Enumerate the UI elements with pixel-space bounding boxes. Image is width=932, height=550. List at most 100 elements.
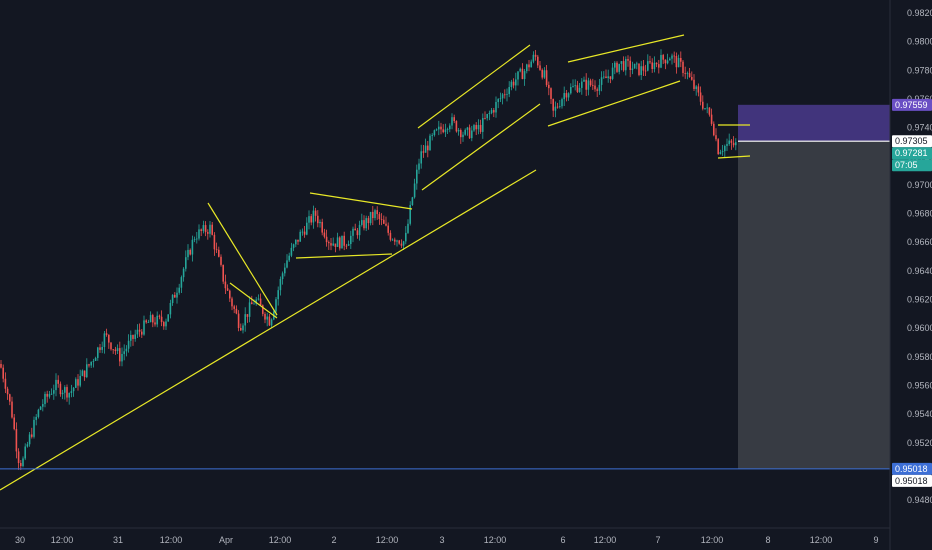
candle-body [482, 118, 484, 132]
candle [697, 83, 700, 97]
candle-body [127, 340, 130, 349]
candle-body [444, 129, 447, 133]
candle [380, 213, 383, 226]
candle [563, 86, 565, 107]
candle [24, 443, 26, 461]
candle-body [499, 98, 502, 100]
candle [303, 226, 306, 238]
candle [363, 215, 365, 231]
candle [15, 422, 18, 459]
candle [57, 375, 59, 388]
candle [185, 250, 187, 272]
candle-body [385, 223, 387, 226]
candle-body [574, 85, 576, 87]
candle-body [706, 107, 708, 109]
candle [631, 61, 634, 75]
candle [471, 125, 473, 142]
target-price-badge-text: 0.95018 [895, 464, 928, 474]
candle [86, 358, 88, 379]
candle-body [451, 117, 453, 126]
candle-body [655, 62, 658, 65]
candle [361, 213, 363, 227]
candle-body [233, 306, 235, 309]
candle [446, 127, 449, 134]
candle [466, 126, 469, 136]
candle-body [220, 256, 222, 265]
candle [387, 222, 389, 236]
candle-body [475, 125, 477, 130]
time-axis[interactable]: 30 12:00 31 12:00 Apr 12:00 2 12:00 3 12:00 6 12:00… [0, 527, 890, 545]
x-tick-label: Apr [219, 535, 233, 545]
x-tick-label: 12:00 [160, 535, 183, 545]
candle [317, 210, 319, 228]
candle-body [726, 144, 728, 146]
countdown-badge-bg [892, 159, 932, 172]
candle-body [88, 364, 90, 366]
candle-body [548, 84, 550, 89]
candle-body [457, 129, 460, 132]
candle [108, 334, 110, 349]
candle-body [121, 353, 123, 362]
candle-body [543, 70, 546, 78]
candle-body [473, 125, 475, 131]
candle [290, 242, 293, 258]
candle [510, 79, 513, 91]
candle [220, 254, 222, 267]
candle-body [26, 444, 29, 447]
candle-body [110, 342, 112, 350]
candle [424, 138, 427, 153]
candle-body [9, 394, 11, 402]
candle [534, 49, 537, 61]
candle-body [466, 127, 469, 130]
candle [187, 244, 189, 261]
candle-body [532, 54, 535, 62]
candle [83, 370, 86, 381]
candle [490, 107, 493, 115]
candle [55, 373, 57, 397]
candle [44, 391, 46, 408]
candle [405, 226, 407, 245]
candle [297, 239, 299, 245]
candle-body [79, 375, 81, 386]
candle [229, 289, 231, 302]
candle-body [528, 64, 530, 68]
candle [611, 63, 614, 81]
candle-body [433, 130, 436, 136]
candle-body [207, 232, 209, 234]
candle [262, 304, 264, 317]
candle [614, 61, 616, 75]
candle [132, 334, 134, 346]
candle [255, 296, 257, 306]
candle-body [596, 89, 598, 91]
candle [204, 221, 207, 237]
candle-body [156, 315, 158, 325]
candle-body [281, 273, 284, 280]
candle [110, 342, 112, 351]
candle-body [198, 229, 200, 239]
candle-body [134, 334, 136, 339]
candle [548, 81, 550, 96]
take-profit-zone [738, 141, 890, 469]
candle-body [112, 349, 114, 351]
candle-body [559, 106, 561, 108]
candle [431, 133, 433, 141]
candle [376, 206, 378, 220]
candle-body [589, 80, 592, 86]
candle-body [583, 79, 585, 82]
candle [119, 341, 121, 367]
candle-body [512, 81, 515, 86]
candle-body [627, 59, 629, 61]
candle [512, 78, 515, 89]
candle [398, 239, 400, 245]
price-lines [0, 140, 890, 470]
candle [257, 294, 260, 301]
candle [682, 59, 684, 77]
candle [134, 329, 136, 342]
candle-body [136, 329, 139, 335]
candle [592, 78, 594, 90]
candle-body [431, 135, 433, 136]
candle-body [251, 302, 253, 305]
candle-body [286, 260, 288, 268]
candle [244, 307, 246, 332]
